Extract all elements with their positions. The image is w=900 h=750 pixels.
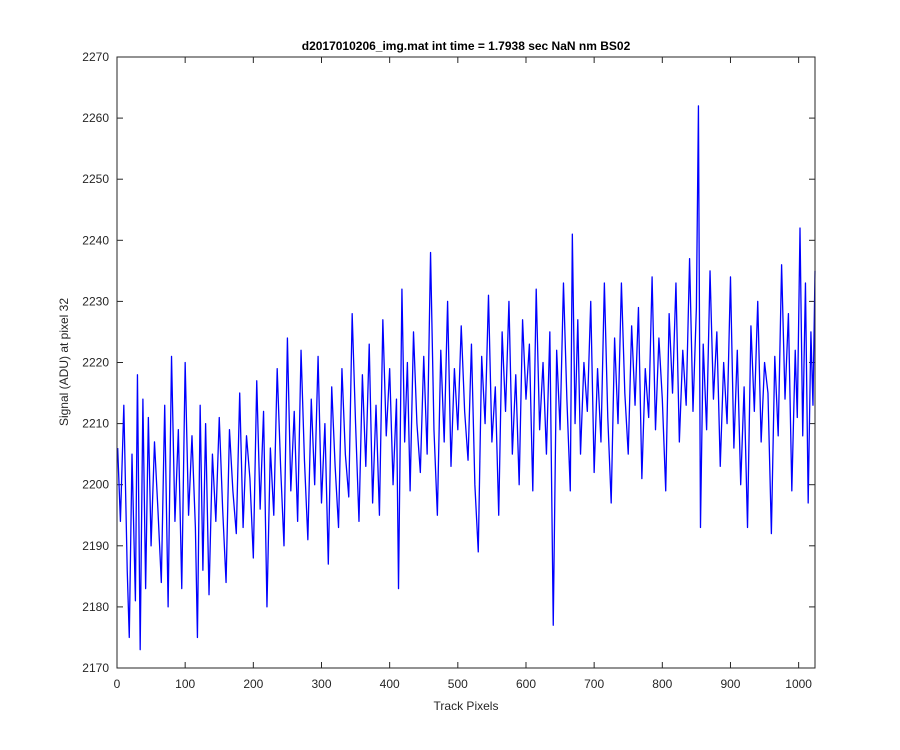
y-tick-label: 2260 — [82, 111, 109, 125]
y-tick-label: 2240 — [82, 233, 109, 247]
x-tick-label: 400 — [380, 677, 400, 691]
x-tick-label: 500 — [448, 677, 468, 691]
y-tick-label: 2270 — [82, 50, 109, 64]
chart-title: d2017010206_img.mat int time = 1.7938 se… — [302, 39, 631, 53]
y-tick-label: 2250 — [82, 172, 109, 186]
axes-box — [116, 56, 816, 669]
y-tick-label: 2200 — [82, 478, 109, 492]
y-tick-label: 2230 — [82, 294, 109, 308]
x-tick-label: 200 — [243, 677, 263, 691]
series-line — [117, 105, 816, 651]
x-tick-label: 600 — [516, 677, 536, 691]
y-tick-label: 2220 — [82, 356, 109, 370]
x-tick-label: 800 — [652, 677, 672, 691]
x-tick-label: 1000 — [785, 677, 812, 691]
x-tick-label: 900 — [720, 677, 740, 691]
y-tick-label: 2210 — [82, 417, 109, 431]
y-axis-label: Signal (ADU) at pixel 32 — [57, 298, 71, 426]
x-tick-label: 300 — [311, 677, 331, 691]
x-tick-label: 100 — [175, 677, 195, 691]
y-tick-label: 2180 — [82, 600, 109, 614]
y-tick-label: 2170 — [82, 661, 109, 675]
x-tick-label: 700 — [584, 677, 604, 691]
y-tick-label: 2190 — [82, 539, 109, 553]
y-axis-ticks: 2170 2180 2190 2200 2210 2220 2230 2240 2250 2260… — [82, 50, 815, 675]
x-axis-ticks: 0 100 200 300 400 500 600 700 800 900 1000 — [114, 57, 812, 691]
x-tick-label: 0 — [114, 677, 121, 691]
plot-area — [117, 57, 815, 668]
x-axis-label: Track Pixels — [434, 699, 499, 713]
